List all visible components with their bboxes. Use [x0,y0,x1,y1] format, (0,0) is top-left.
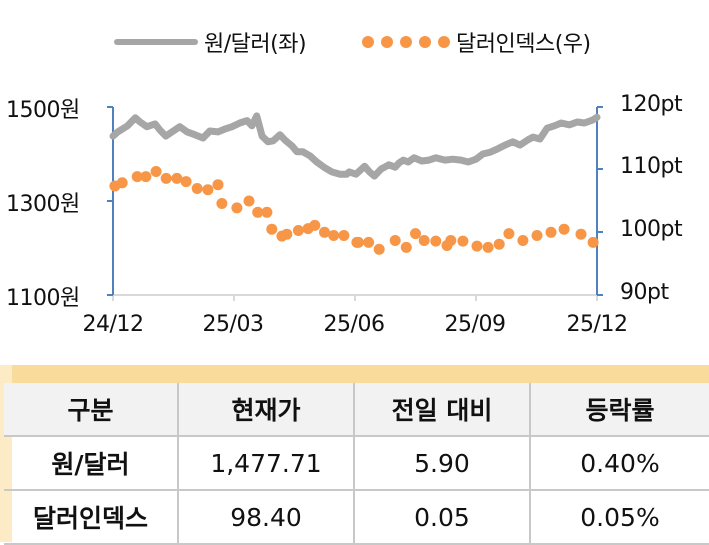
x-tick-2506: 25/06 [323,312,385,337]
header-change: 전일 대비 [353,383,530,437]
plot-area [107,106,603,301]
current-price: 98.40 [177,490,354,545]
y-right-tick-100: 100pt [620,217,683,242]
y-right-tick-90: 90pt [620,280,669,305]
row-label: 원/달러 [4,436,178,491]
fx-chart: 원/달러(좌) 달러인덱스(우) 1500원 1300원 1100원 120pt… [0,26,709,337]
legend-line-swatch [114,39,198,45]
change: 0.05 [353,490,530,545]
krw-usd-line [109,112,601,180]
y-left-tick-1300: 1300원 [6,192,80,217]
quote-table: 구분 현재가 전일 대비 등락률 원/달러 1,477.71 5.90 0.40… [4,383,709,545]
y-left-tick-1100: 1100원 [6,286,80,311]
x-axis-ticks [112,295,598,301]
x-tick-2509: 25/09 [444,312,506,337]
right-axis [596,106,603,296]
table-row: 달러인덱스 98.40 0.05 0.05% [4,490,709,545]
change-rate: 0.05% [529,490,709,545]
table-row: 원/달러 1,477.71 5.90 0.40% [4,436,709,491]
y-right-tick-110: 110pt [620,154,683,179]
x-tick-2512: 25/12 [566,312,628,337]
y-left-tick-1500: 1500원 [6,98,80,123]
y-right-tick-120: 120pt [620,92,683,117]
row-label: 달러인덱스 [4,490,178,545]
change: 5.90 [353,436,530,491]
legend-label-krw-usd: 원/달러(좌) [204,32,307,57]
quote-table-section: 구분 현재가 전일 대비 등락률 원/달러 1,477.71 5.90 0.40… [0,365,709,545]
header-category: 구분 [4,383,178,437]
legend-dots-swatch [362,36,450,48]
legend-label-dollar-index: 달러인덱스(우) [456,32,591,57]
legend-item-dollar-index: 달러인덱스(우) [362,26,591,58]
legend-item-krw-usd: 원/달러(좌) [114,26,307,58]
table-header-row: 구분 현재가 전일 대비 등락률 [4,383,709,437]
dollar-index-dots [109,166,599,255]
x-tick-2503: 25/03 [202,312,264,337]
x-tick-2412: 24/12 [82,312,144,337]
header-change-rate: 등락률 [529,383,709,437]
change-rate: 0.40% [529,436,709,491]
chart-legend: 원/달러(좌) 달러인덱스(우) [0,26,709,62]
header-current-price: 현재가 [177,383,354,437]
table-top-band [12,365,709,383]
current-price: 1,477.71 [177,436,354,491]
